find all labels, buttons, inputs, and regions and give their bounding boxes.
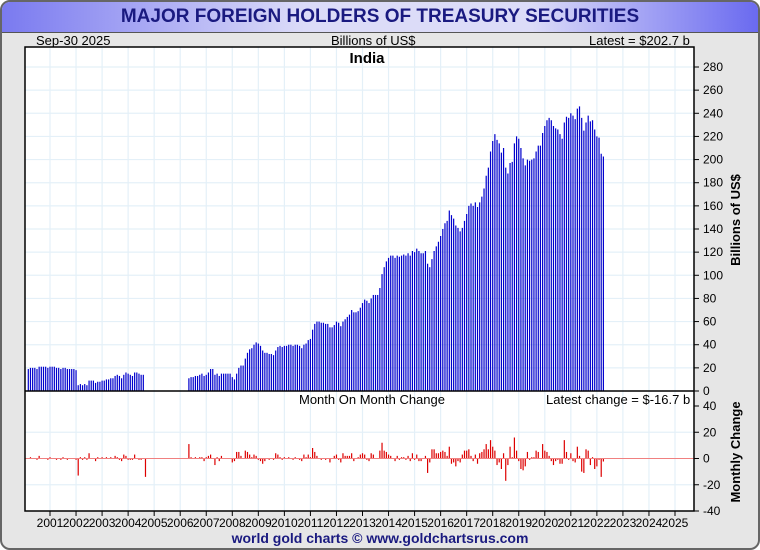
x-tick-label: 2016 — [427, 516, 454, 530]
x-tick-label: 2020 — [531, 516, 558, 530]
x-tick-label: 2006 — [167, 516, 194, 530]
x-tick-label: 2019 — [505, 516, 532, 530]
title-bar: MAJOR FOREIGN HOLDERS OF TREASURY SECURI… — [2, 2, 758, 33]
y-tick-label: -20 — [703, 478, 721, 492]
y-tick-label: 220 — [703, 129, 723, 143]
footer-credit: world gold charts © www.goldchartsrus.co… — [231, 530, 529, 546]
y-tick-label: 120 — [703, 245, 723, 259]
x-tick-label: 2009 — [245, 516, 272, 530]
change-bars — [29, 437, 604, 481]
lower-y-label: Monthly Change — [728, 401, 743, 502]
x-tick-label: 2008 — [219, 516, 246, 530]
upper-y-axis: 0 20 40 60 80 100 120 140 160 180 200 220 240 260 280 — [694, 60, 723, 398]
date-label: Sep-30 2025 — [36, 33, 111, 48]
y-tick-label: 20 — [703, 361, 717, 375]
y-tick-label: 260 — [703, 83, 723, 97]
x-tick-label: 2001 — [37, 516, 64, 530]
x-tick-label: 2013 — [349, 516, 376, 530]
y-tick-label: 200 — [703, 153, 723, 167]
holdings-bars — [27, 106, 604, 391]
latest-value-label: Latest = $202.7 b — [589, 33, 690, 48]
y-tick-label: 0 — [703, 452, 710, 466]
plot-border — [24, 46, 695, 512]
y-tick-label: 40 — [703, 399, 717, 413]
y-tick-label: 20 — [703, 425, 717, 439]
y-tick-label: 280 — [703, 60, 723, 74]
upper-y-label: Billions of US$ — [728, 173, 743, 266]
y-tick-label: 80 — [703, 291, 717, 305]
y-tick-label: 0 — [703, 384, 710, 398]
x-tick-label: 2004 — [115, 516, 142, 530]
x-tick-label: 2007 — [193, 516, 220, 530]
x-tick-label: 2010 — [271, 516, 298, 530]
x-tick-label: 2022 — [584, 516, 611, 530]
x-tick-label: 2011 — [298, 516, 324, 530]
x-axis: 2001 2002 2003 2004 2005 2006 2007 2008 2009 2010… — [37, 511, 689, 530]
x-tick-label: 2025 — [662, 516, 689, 530]
units-label: Billions of US$ — [331, 33, 416, 48]
y-tick-label: 40 — [703, 338, 717, 352]
x-tick-label: 2012 — [323, 516, 350, 530]
x-tick-label: 2017 — [453, 516, 480, 530]
x-tick-label: 2024 — [636, 516, 663, 530]
x-tick-label: 2014 — [375, 516, 402, 530]
plot-area — [25, 47, 694, 511]
y-tick-label: -40 — [703, 504, 721, 518]
x-tick-label: 2015 — [401, 516, 428, 530]
grid — [25, 47, 694, 511]
latest-change-label: Latest change = $-16.7 b — [546, 392, 690, 407]
y-tick-label: 180 — [703, 176, 723, 190]
x-tick-label: 2003 — [89, 516, 116, 530]
y-tick-label: 240 — [703, 106, 723, 120]
lower-panel-title: Month On Month Change — [299, 392, 445, 407]
x-tick-label: 2005 — [141, 516, 168, 530]
y-tick-label: 140 — [703, 222, 723, 236]
x-tick-label: 2021 — [557, 516, 584, 530]
lower-y-axis: 40 20 0 -20 -40 — [694, 399, 721, 518]
y-tick-label: 100 — [703, 268, 723, 282]
y-tick-label: 60 — [703, 315, 717, 329]
x-tick-label: 2018 — [479, 516, 506, 530]
x-tick-label: 2023 — [610, 516, 637, 530]
chart-title: MAJOR FOREIGN HOLDERS OF TREASURY SECURI… — [120, 6, 640, 27]
country-title: India — [349, 50, 385, 67]
x-tick-label: 2002 — [63, 516, 90, 530]
y-tick-label: 160 — [703, 199, 723, 213]
